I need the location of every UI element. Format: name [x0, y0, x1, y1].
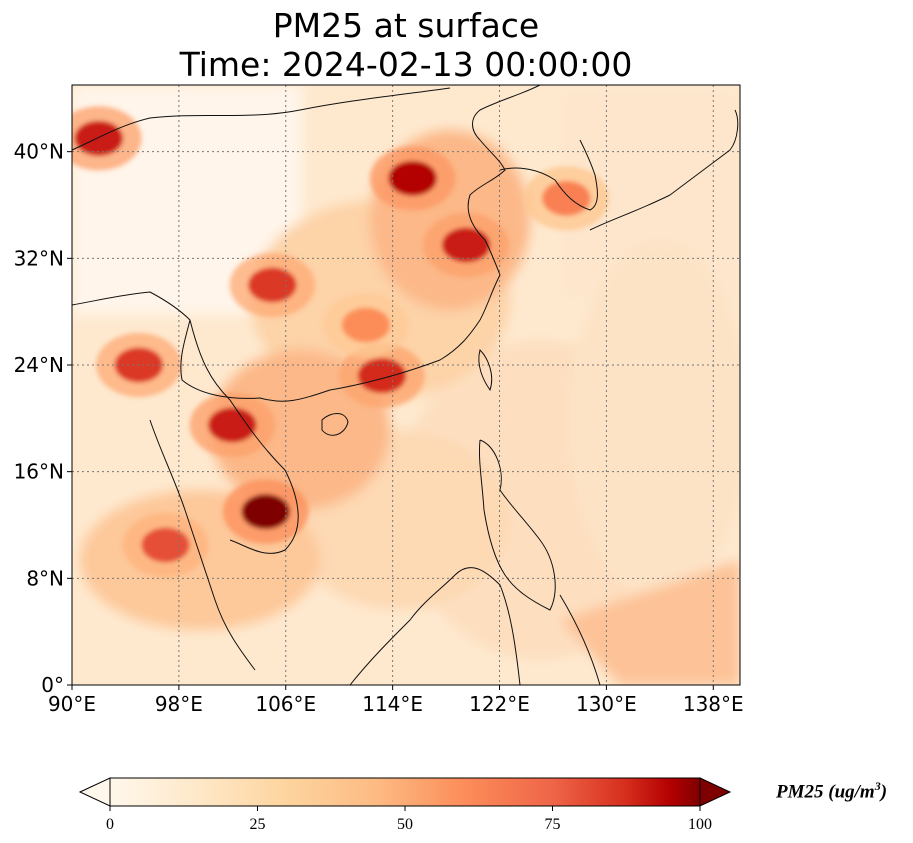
lon-tick-label: 98°E	[155, 692, 203, 716]
pm25-hotspot	[357, 358, 406, 394]
colorbar-ticks: 0 25 50 75 100	[106, 806, 712, 833]
colorbar-tick-label: 75	[545, 816, 561, 833]
pm25-hotspot	[241, 494, 290, 530]
lon-tick-label: 138°E	[683, 692, 744, 716]
lat-tick-label: 24°N	[14, 353, 64, 377]
lon-tick-label: 90°E	[48, 692, 96, 716]
colorbar-extend-high	[699, 777, 732, 807]
pm25-hotspot	[388, 160, 437, 196]
pm25-hotspot	[442, 227, 491, 263]
map-frame	[71, 84, 741, 686]
chart-title-line1: PM25 at surface	[272, 6, 540, 45]
colorbar: 0 25 50 75 100	[78, 777, 732, 833]
coastlines	[72, 85, 739, 685]
longitude-ticks: 90°E 98°E 106°E 114°E 122°E 130°E 138°E	[48, 685, 744, 716]
colorbar-extend-low	[78, 777, 111, 807]
lat-tick-label: 32°N	[14, 246, 64, 270]
colorbar-tick-label: 0	[106, 816, 114, 833]
chart-title-line2: Time: 2024-02-13 00:00:00	[179, 45, 633, 84]
colorbar-tick-label: 25	[250, 816, 266, 833]
pm25-hotspot	[208, 407, 257, 443]
latitude-ticks: 0° 8°N 16°N 24°N 32°N 40°N	[14, 140, 72, 697]
colorbar-tick-label: 50	[397, 816, 413, 833]
lat-tick-label: 40°N	[14, 140, 64, 164]
colorbar-tick-label: 100	[688, 816, 712, 833]
lat-tick-label: 0°	[41, 673, 64, 697]
pm25-hotspot	[542, 180, 591, 216]
lon-tick-label: 122°E	[469, 692, 530, 716]
lat-tick-label: 16°N	[14, 460, 64, 484]
pm25-hotspot	[341, 307, 390, 343]
map-panel	[72, 85, 740, 685]
colorbar-gradient	[109, 777, 701, 807]
lon-tick-label: 114°E	[362, 692, 423, 716]
lat-tick-label: 8°N	[26, 566, 64, 590]
pm25-hotspot	[248, 267, 297, 303]
pm25-hotspot	[141, 527, 190, 563]
colorbar-label: PM25 (ug/m3)	[776, 779, 888, 803]
map-gridlines	[72, 85, 740, 685]
lon-tick-label: 106°E	[255, 692, 316, 716]
pm25-hotspot	[74, 120, 123, 156]
lon-tick-label: 130°E	[576, 692, 637, 716]
pm25-hotspot-layer	[72, 106, 610, 578]
